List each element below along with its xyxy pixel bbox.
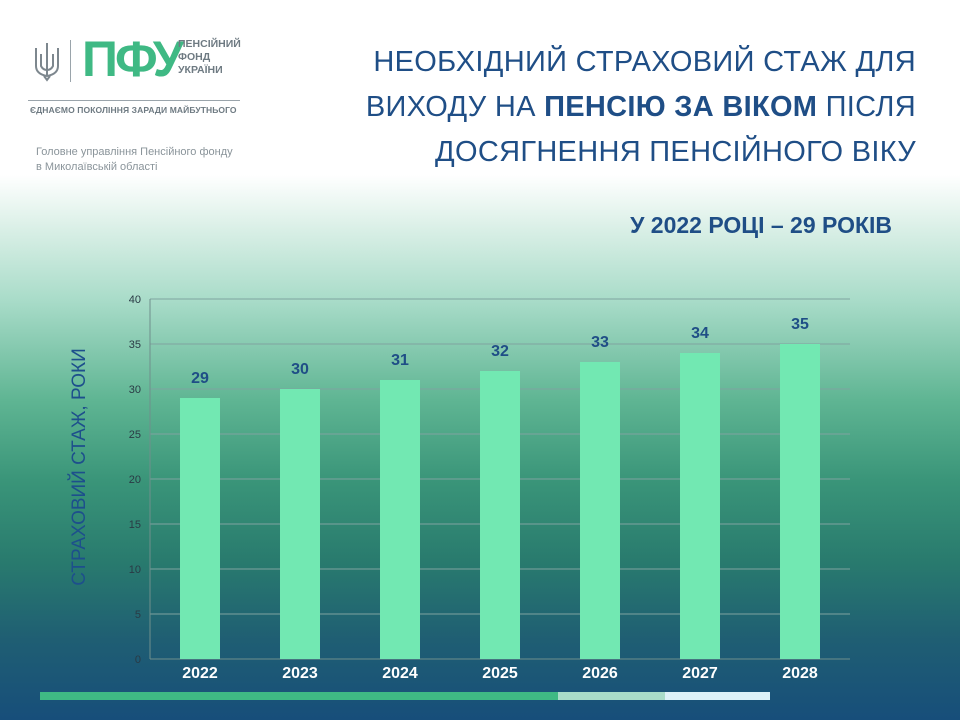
x-tick-label: 2026	[582, 665, 618, 682]
logo-slogan: ЄДНАЄМО ПОКОЛІННЯ ЗАРАДИ МАЙБУТНЬОГО	[30, 105, 237, 115]
data-label: 34	[691, 325, 709, 342]
title-line-2-start: ВИХОДУ НА	[365, 91, 545, 123]
trident-icon	[35, 43, 59, 82]
x-tick-label: 2025	[482, 665, 518, 682]
y-tick-label: 5	[135, 609, 141, 621]
bar	[680, 353, 720, 659]
y-tick-label: 40	[129, 294, 141, 306]
title-line-2-emphasis: ПЕНСІЮ ЗА ВІКОМ	[544, 91, 818, 123]
data-label: 29	[191, 370, 209, 387]
pfu-logo: ПФУ ПЕНСІЙНИЙ ФОНД УКРАЇНИ ЄДНАЄМО ПОКОЛ…	[28, 34, 243, 128]
data-label: 32	[491, 343, 509, 360]
bottom-bar-segment-1	[40, 692, 558, 700]
y-tick-label: 0	[135, 654, 141, 666]
logo-name: ПЕНСІЙНИЙ ФОНД УКРАЇНИ	[178, 38, 248, 77]
y-tick-label: 10	[129, 564, 141, 576]
office-line-1: Головне управління Пенсійного фонду	[36, 146, 233, 158]
bar	[580, 362, 620, 659]
x-tick-label: 2028	[782, 665, 818, 682]
office-name: Головне управління Пенсійного фонду в Ми…	[36, 145, 296, 175]
bar	[280, 389, 320, 659]
bar	[380, 380, 420, 659]
slide-title: НЕОБХІДНИЙ СТРАХОВИЙ СТАЖ ДЛЯ ВИХОДУ НА …	[276, 40, 916, 175]
logo-underline	[28, 100, 240, 101]
x-tick-label: 2022	[182, 665, 218, 682]
y-tick-label: 20	[129, 474, 141, 486]
data-label: 31	[391, 352, 409, 369]
x-tick-label: 2023	[282, 665, 318, 682]
y-tick-label: 25	[129, 429, 141, 441]
title-line-2: ВИХОДУ НА ПЕНСІЮ ЗА ВІКОМ ПІСЛЯ	[276, 85, 916, 130]
title-line-2-end: ПІСЛЯ	[817, 91, 916, 123]
bar	[780, 344, 820, 659]
logo-name-line-2: ФОНД	[178, 51, 211, 63]
y-tick-label: 30	[129, 384, 141, 396]
y-tick-label: 35	[129, 339, 141, 351]
bar	[480, 371, 520, 659]
bottom-bar-segment-3	[665, 692, 770, 700]
x-tick-label: 2027	[682, 665, 718, 682]
data-label: 30	[291, 361, 309, 378]
slide-subtitle: У 2022 РОЦІ – 29 РОКІВ	[630, 212, 892, 238]
bottom-bar-segment-2	[558, 692, 665, 700]
data-label: 35	[791, 316, 809, 333]
title-line-3: ДОСЯГНЕННЯ ПЕНСІЙНОГО ВІКУ	[435, 136, 916, 168]
logo-divider	[70, 40, 71, 82]
logo-name-line-3: УКРАЇНИ	[178, 64, 223, 76]
bar	[180, 398, 220, 659]
y-tick-label: 15	[129, 519, 141, 531]
office-line-2: в Миколаївській області	[36, 161, 158, 173]
data-label: 33	[591, 334, 609, 351]
logo-name-line-1: ПЕНСІЙНИЙ	[178, 38, 241, 50]
title-line-1: НЕОБХІДНИЙ СТРАХОВИЙ СТАЖ ДЛЯ	[373, 46, 916, 78]
logo-mark: ПФУ	[82, 31, 184, 87]
x-tick-label: 2024	[382, 665, 418, 682]
